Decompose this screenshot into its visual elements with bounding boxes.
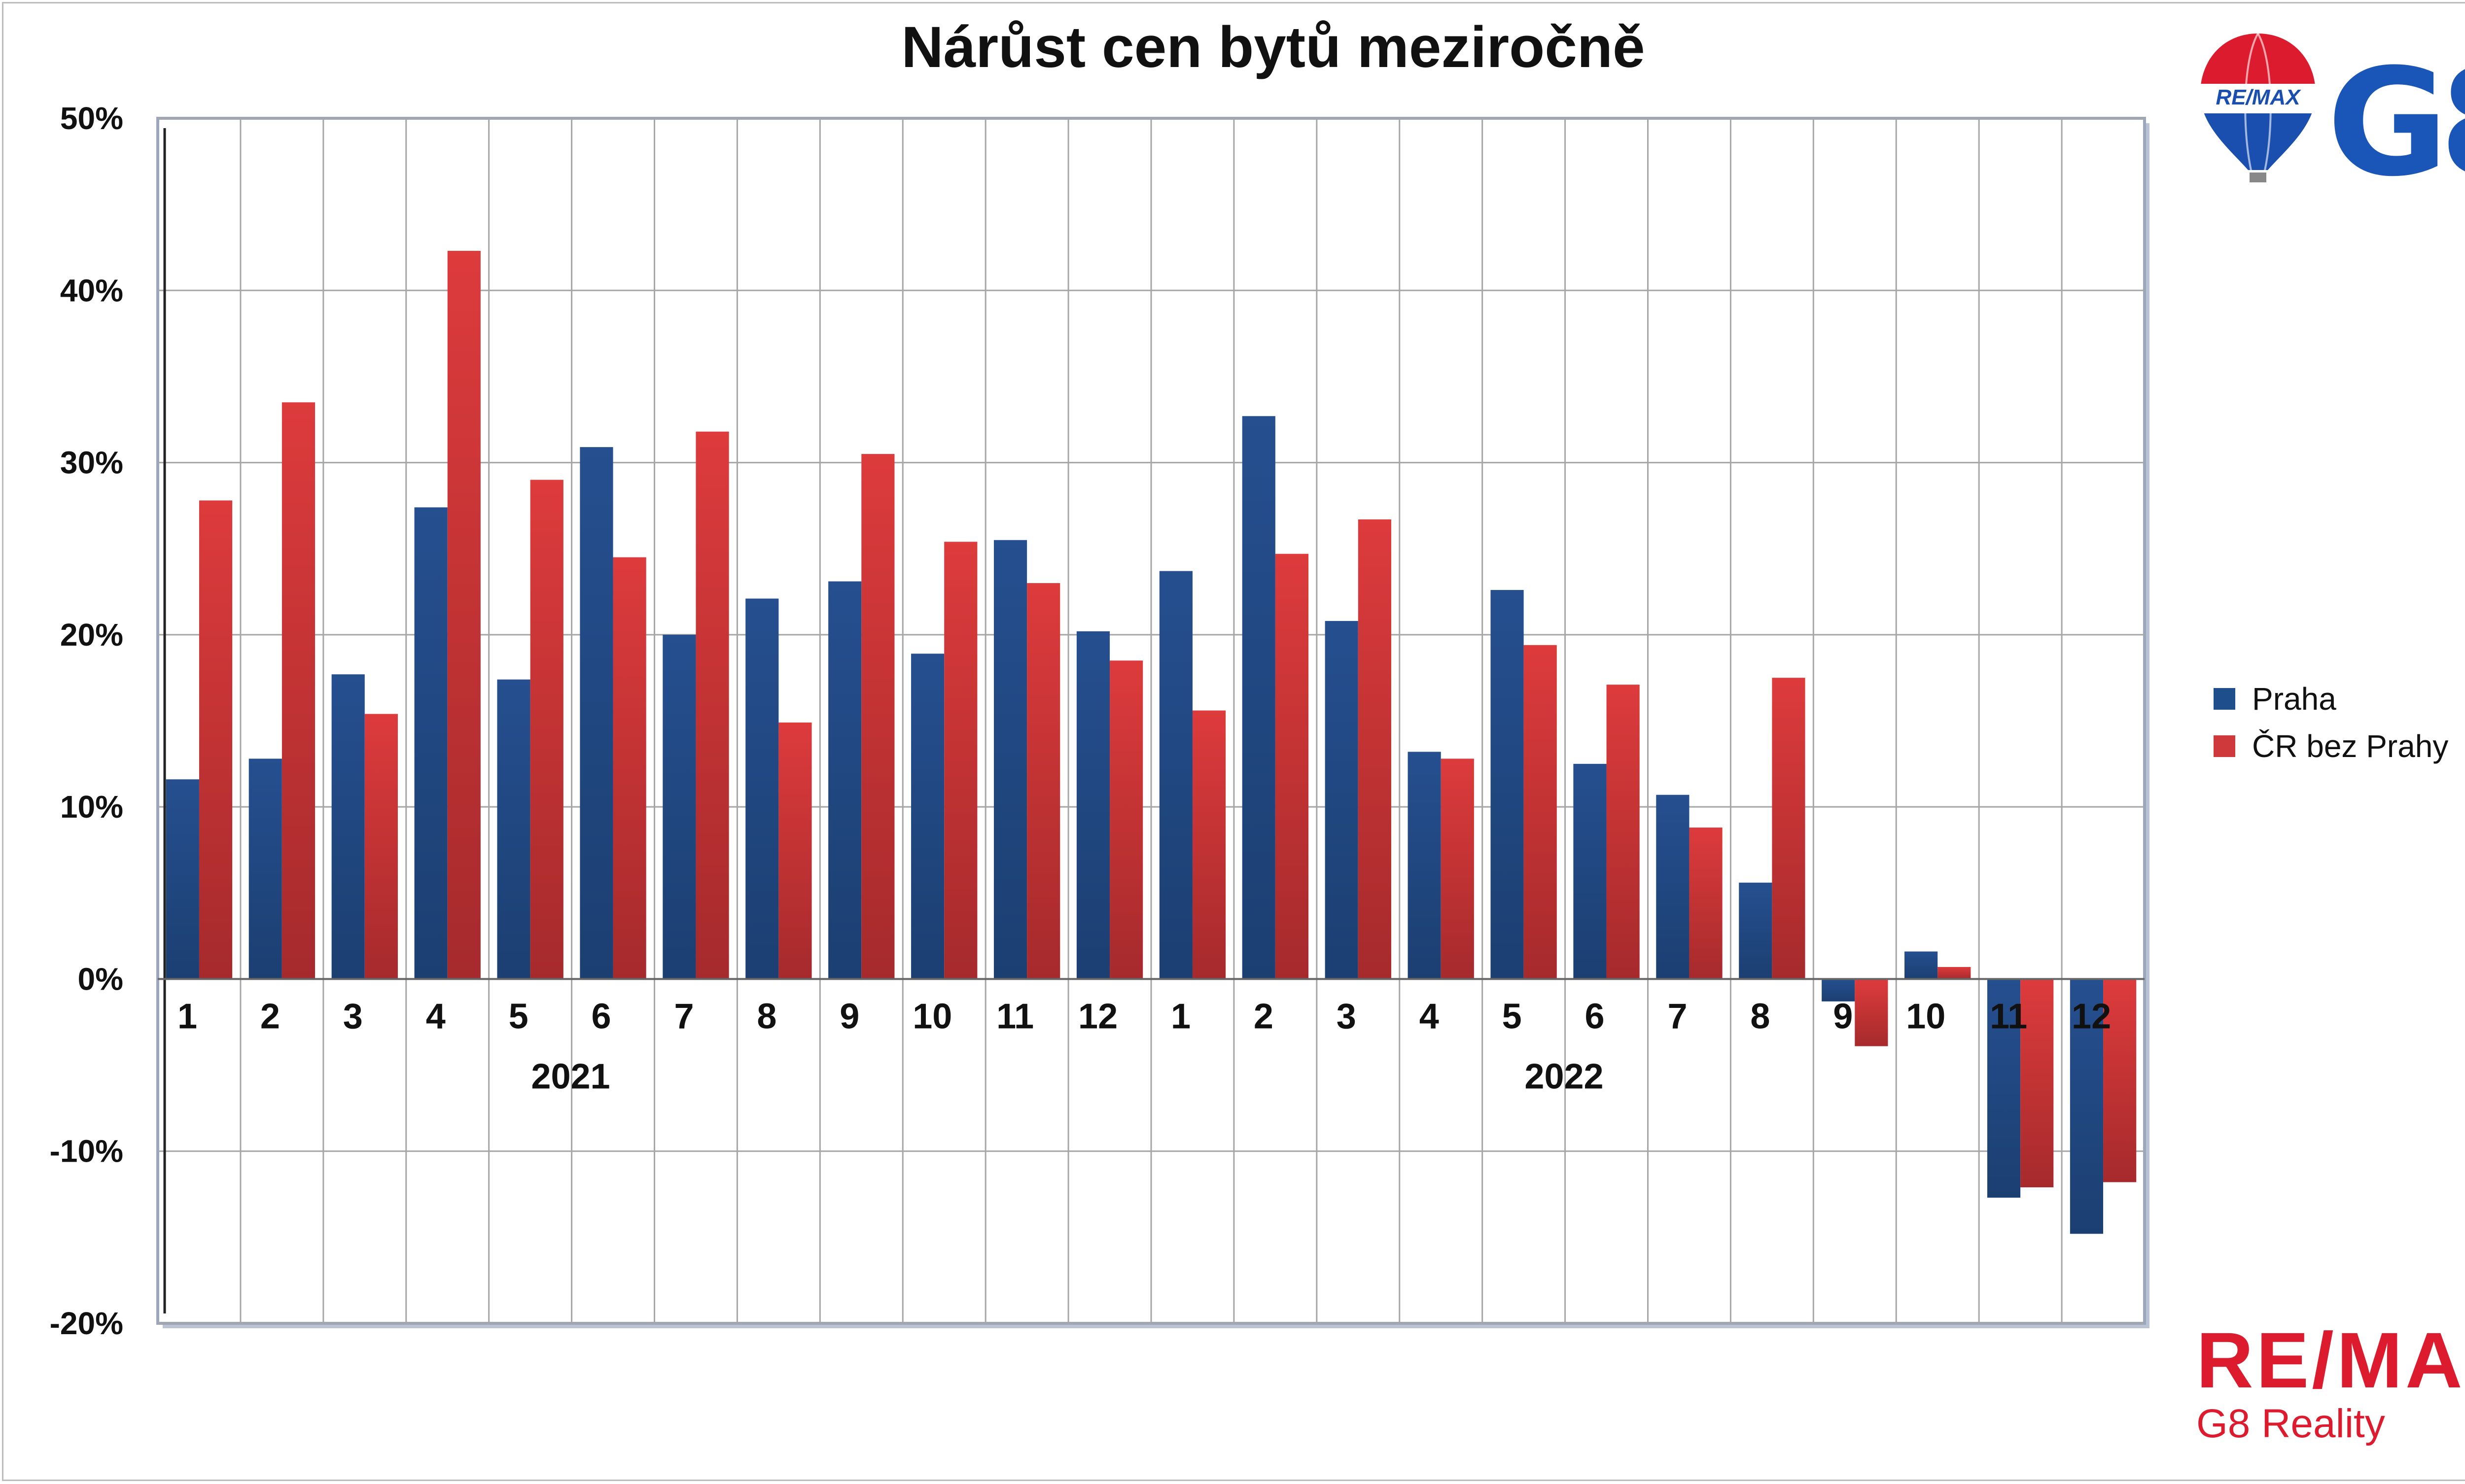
x-category-label: 5 [1502, 997, 1522, 1036]
bar-cr-bez-prahy [1689, 828, 1723, 979]
legend-swatch-cr-bez-prahy [2214, 735, 2235, 757]
bar-cr-bez-prahy [530, 480, 563, 979]
x-category-label: 2 [260, 997, 280, 1036]
company-brand: RE/MAX G8 Reality [2196, 1321, 2465, 1447]
x-category-label: 7 [1667, 997, 1687, 1036]
x-category-label: 10 [1906, 997, 1945, 1036]
brand-subtitle: G8 Reality [2196, 1401, 2385, 1446]
x-category-label: 11 [1990, 997, 2027, 1036]
x-category-label: 12 [2072, 997, 2111, 1036]
bar-praha [331, 674, 365, 979]
bar-cr-bez-prahy [1027, 583, 1060, 979]
y-tick-label: -10% [50, 1134, 123, 1169]
y-tick-label: 0% [78, 961, 124, 997]
y-tick-label: 40% [60, 273, 123, 308]
x-category-label: 11 [996, 997, 1034, 1036]
bar-praha [1987, 979, 2021, 1198]
bar-cr-bez-prahy [613, 557, 646, 979]
bar-cr-bez-prahy [696, 431, 729, 979]
bar-praha [1739, 882, 1772, 979]
bar-praha [1408, 752, 1441, 979]
x-category-label: 9 [840, 997, 859, 1036]
chart-title: Nárůst cen bytů meziročně [901, 15, 1645, 80]
bar-praha [993, 540, 1027, 979]
bar-praha [1822, 979, 1855, 1001]
bar-cr-bez-prahy [2103, 979, 2137, 1182]
bar-cr-bez-prahy [1358, 519, 1391, 979]
bar-cr-bez-prahy [1110, 660, 1143, 979]
x-category-label: 4 [1419, 997, 1439, 1036]
x-category-label: 9 [1833, 997, 1853, 1036]
bar-praha [414, 507, 448, 979]
bar-praha [166, 779, 199, 979]
x-category-label: 3 [1337, 997, 1356, 1036]
x-category-label: 6 [592, 997, 611, 1036]
bar-praha [1076, 631, 1110, 979]
bar-praha [1904, 951, 1938, 979]
bar-cr-bez-prahy [1275, 553, 1309, 979]
bar-cr-bez-prahy [1523, 645, 1557, 979]
bar-praha [580, 447, 613, 979]
x-category-label: 12 [1078, 997, 1118, 1036]
legend-label-praha: Praha [2252, 681, 2336, 717]
bar-praha [2070, 979, 2104, 1234]
bar-cr-bez-prahy [282, 402, 316, 979]
x-category-label: 8 [757, 997, 776, 1036]
legend: Praha ČR bez Prahy [2214, 675, 2448, 770]
bar-cr-bez-prahy [199, 500, 233, 979]
bar-cr-bez-prahy [1937, 966, 1971, 979]
y-tick-label: 10% [60, 789, 123, 825]
x-category-label: 6 [1585, 997, 1605, 1036]
bar-cr-bez-prahy [861, 454, 895, 979]
bar-cr-bez-prahy [1192, 710, 1226, 979]
x-category-label: 4 [426, 997, 446, 1036]
bar-praha [1573, 763, 1607, 979]
bar-praha [248, 759, 282, 979]
bar-praha [1159, 571, 1193, 979]
legend-item-praha: Praha [2214, 675, 2448, 723]
bar-praha [497, 679, 530, 979]
bar-cr-bez-prahy [2020, 979, 2054, 1188]
y-tick-label: 50% [60, 101, 123, 136]
x-category-label: 10 [913, 997, 952, 1036]
g8-logo: G8 [2327, 37, 2465, 209]
bar-praha [663, 634, 696, 979]
bar-cr-bez-prahy [1606, 685, 1640, 979]
bar-cr-bez-prahy [944, 542, 978, 979]
bar-praha [1656, 794, 1690, 979]
bar-praha [745, 598, 779, 979]
remax-balloon-logo: RE/MAX [2200, 34, 2316, 182]
bar-cr-bez-prahy [778, 722, 812, 979]
bar-cr-bez-prahy [1855, 979, 1888, 1046]
legend-item-cr-bez-prahy: ČR bez Prahy [2214, 723, 2448, 770]
bar-cr-bez-prahy [1772, 678, 1805, 979]
x-category-label: 8 [1750, 997, 1770, 1036]
x-category-label: 1 [177, 997, 197, 1036]
bar-praha [828, 581, 862, 979]
y-tick-label: 20% [60, 617, 123, 653]
bar-cr-bez-prahy [1441, 759, 1474, 979]
y-tick-label: 30% [60, 445, 123, 481]
bar-praha [1325, 621, 1358, 979]
bar-cr-bez-prahy [447, 250, 481, 979]
legend-label-cr-bez-prahy: ČR bez Prahy [2252, 728, 2449, 764]
legend-swatch-praha [2214, 688, 2235, 710]
bar-cr-bez-prahy [364, 714, 398, 979]
bar-praha [911, 654, 945, 979]
x-group-label: 2022 [1524, 1057, 1603, 1096]
x-category-label: 7 [674, 997, 694, 1036]
x-category-label: 2 [1254, 997, 1273, 1036]
bar-praha [1242, 416, 1275, 979]
bar-praha [1490, 590, 1524, 979]
brand-wordmark: RE/MAX [2196, 1316, 2465, 1404]
y-tick-label: -20% [50, 1306, 123, 1341]
x-category-label: 3 [343, 997, 363, 1036]
x-group-label: 2021 [531, 1057, 610, 1096]
balloon-text: RE/MAX [2216, 85, 2301, 109]
x-category-label: 5 [509, 997, 528, 1036]
x-category-label: 1 [1171, 997, 1191, 1036]
